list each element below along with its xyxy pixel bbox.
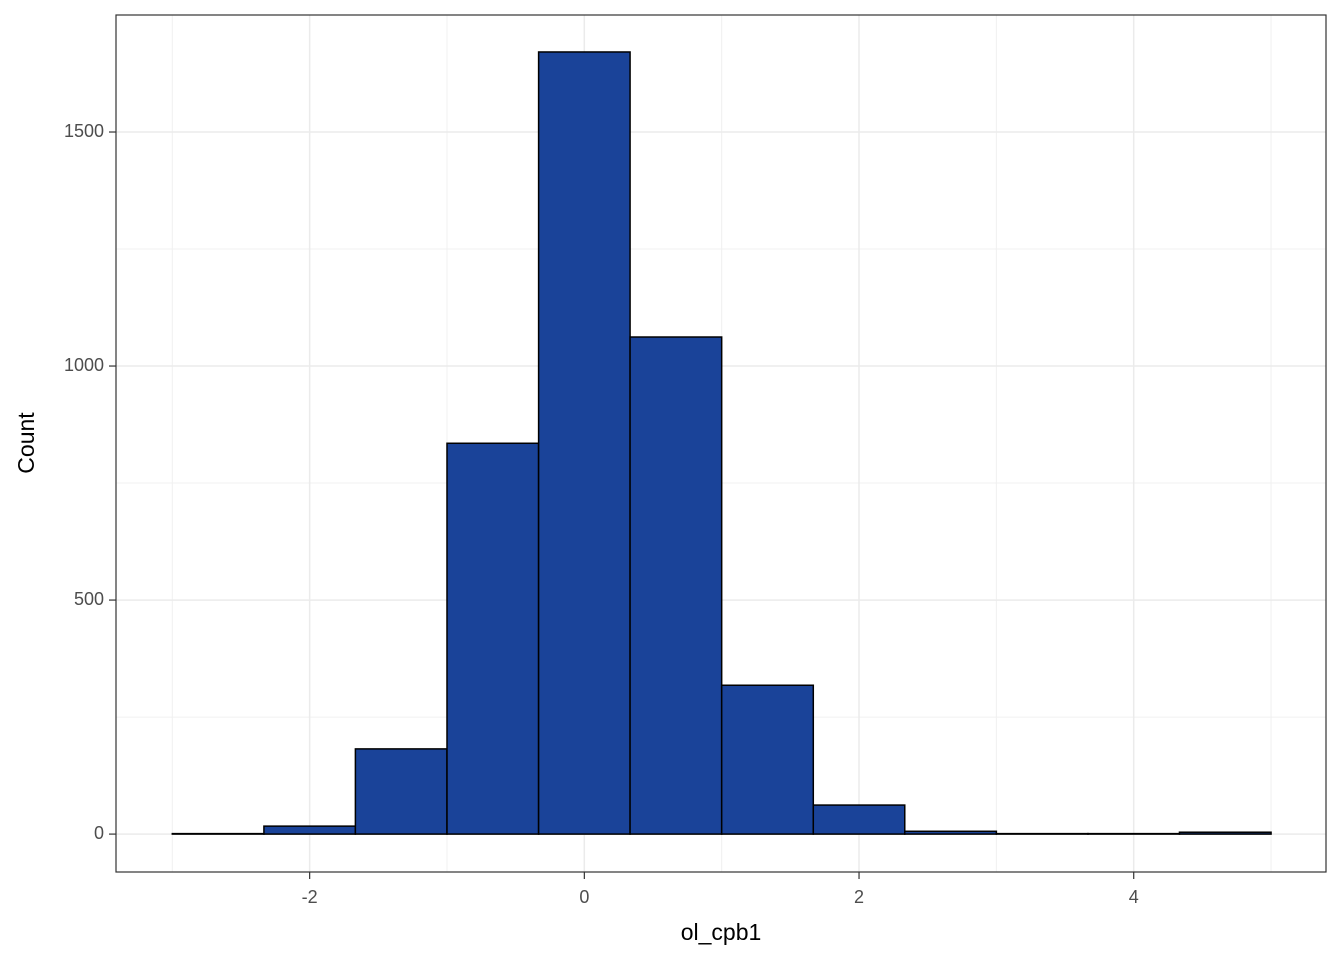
y-tick-label: 0: [94, 823, 104, 843]
x-tick-label: -2: [302, 887, 318, 907]
panel-border: [115, 14, 1327, 873]
bar: [720, 684, 815, 835]
bar: [263, 825, 357, 835]
bar: [904, 830, 998, 835]
x-tick-label: 4: [1129, 887, 1139, 907]
x-tick-label: 0: [579, 887, 589, 907]
bar: [812, 804, 906, 835]
bar: [1178, 831, 1272, 835]
x-axis-title: ol_cpb1: [681, 919, 762, 945]
bar: [354, 748, 448, 835]
y-tick-label: 1000: [64, 355, 104, 375]
x-tick-label: 2: [854, 887, 864, 907]
bar: [537, 51, 631, 835]
y-axis-title: Count: [13, 412, 39, 474]
bar: [629, 336, 723, 835]
bar: [446, 442, 540, 835]
y-tick-label: 500: [74, 589, 104, 609]
y-tick-label: 1500: [64, 121, 104, 141]
